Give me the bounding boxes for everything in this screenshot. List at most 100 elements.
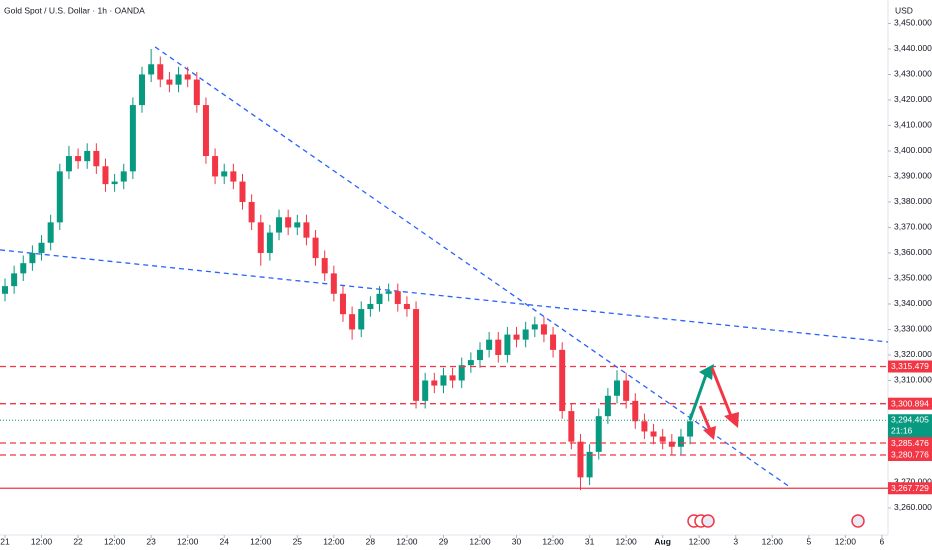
x-tick-label: 22 — [73, 536, 83, 546]
event-icons — [687, 514, 865, 528]
chart-title: Gold Spot / U.S. Dollar · 1h · OANDA — [4, 5, 145, 15]
x-tick-label: 12:00 — [762, 536, 784, 546]
currency: USD — [895, 5, 913, 15]
candle-body — [632, 400, 639, 422]
level-label: 3,285.476 — [891, 438, 929, 448]
y-tick-label: 3,430.000 — [894, 69, 932, 79]
candle-body — [339, 293, 346, 315]
candle-body — [540, 324, 547, 335]
candle-body — [403, 303, 410, 310]
candle-body — [75, 156, 82, 162]
level-label-bg — [888, 397, 932, 410]
candle-body — [440, 375, 447, 386]
candle-body — [495, 339, 502, 355]
candle-body — [486, 339, 493, 350]
candle-body — [239, 181, 246, 202]
candle-body — [623, 380, 630, 401]
candle-body — [531, 324, 538, 330]
x-tick-label: 12:00 — [177, 536, 199, 546]
candle-body — [550, 334, 557, 350]
x-tick-label: 12:00 — [104, 536, 126, 546]
y-tick-label: 3,360.000 — [894, 247, 932, 257]
candle-body — [102, 166, 109, 185]
x-tick-label: 12:00 — [689, 536, 711, 546]
x-tick-label: 12:00 — [542, 536, 564, 546]
x-tick-label: 6 — [880, 536, 885, 546]
candle-body — [458, 365, 465, 381]
candle-body — [166, 79, 173, 85]
candle-body — [577, 441, 584, 478]
candle-body — [20, 263, 27, 274]
x-tick-label: Aug — [654, 536, 671, 546]
x-tick-label: 29 — [439, 536, 449, 546]
countdown: 21:16 — [891, 425, 913, 435]
candle-body — [184, 74, 191, 80]
candle-body — [157, 64, 164, 80]
y-tick-label: 3,310.000 — [894, 375, 932, 385]
candle-body — [303, 222, 310, 238]
level-label: 3,300.894 — [891, 398, 929, 408]
candle-body — [659, 436, 666, 442]
trendline — [154, 46, 791, 488]
candle-body — [413, 309, 420, 401]
candle-body — [93, 150, 100, 167]
plot — [0, 46, 889, 491]
candle-body — [321, 258, 328, 274]
candle-body — [230, 171, 237, 182]
last-price-bg — [888, 414, 932, 438]
candle-body — [47, 222, 54, 243]
candle-body — [84, 150, 91, 162]
candle-body — [394, 291, 401, 304]
candle-body — [668, 441, 675, 447]
y-tick-label: 3,260.000 — [894, 502, 932, 512]
candle-body — [604, 395, 611, 417]
candle-body — [56, 171, 63, 223]
candle-body — [330, 273, 337, 294]
y-tick-label: 3,410.000 — [894, 120, 932, 130]
last-price-label: 3,294.405 — [891, 414, 929, 424]
x-tick-label: 12:00 — [31, 536, 53, 546]
x-tick-label: 23 — [146, 536, 156, 546]
candle-body — [148, 64, 155, 75]
level-label-bg — [888, 360, 932, 373]
candle-body — [212, 156, 219, 177]
candle-body — [312, 237, 319, 259]
x-tick-label: 12:00 — [616, 536, 638, 546]
candle-body — [641, 421, 648, 432]
candle-body — [202, 105, 209, 157]
candle-body — [595, 416, 602, 452]
candle-body — [358, 309, 365, 330]
y-tick-label: 3,270.000 — [894, 477, 932, 487]
candle-body — [11, 273, 18, 287]
candle-body — [614, 380, 621, 396]
x-tick-label: 12:00 — [396, 536, 418, 546]
candle-body — [431, 380, 438, 386]
candle-body — [175, 74, 182, 85]
y-tick-label: 3,450.000 — [894, 18, 932, 28]
candle-body — [193, 79, 200, 106]
candle-body — [129, 105, 136, 172]
x-tick-label: 5 — [806, 536, 811, 546]
x-tick-label: 21 — [0, 536, 10, 546]
candle-body — [120, 171, 127, 182]
x-tick-label: 12:00 — [250, 536, 272, 546]
candle-body — [422, 380, 429, 401]
y-tick-label: 3,350.000 — [894, 273, 932, 283]
x-tick-label: 3 — [733, 536, 738, 546]
level-label-bg — [888, 437, 932, 450]
candle-body — [257, 222, 264, 253]
candle-body — [677, 436, 684, 447]
candle-body — [266, 232, 273, 253]
y-tick-label: 3,320.000 — [894, 349, 932, 359]
x-tick-label: 12:00 — [469, 536, 491, 546]
x-tick-label: 12:00 — [835, 536, 857, 546]
candle-body — [139, 74, 146, 106]
candle-body — [522, 329, 529, 340]
candle-body — [29, 252, 36, 264]
candle-body — [385, 291, 392, 294]
x-tick-label: 31 — [585, 536, 595, 546]
candle-body — [449, 375, 456, 381]
x-tick-label: 28 — [366, 536, 376, 546]
